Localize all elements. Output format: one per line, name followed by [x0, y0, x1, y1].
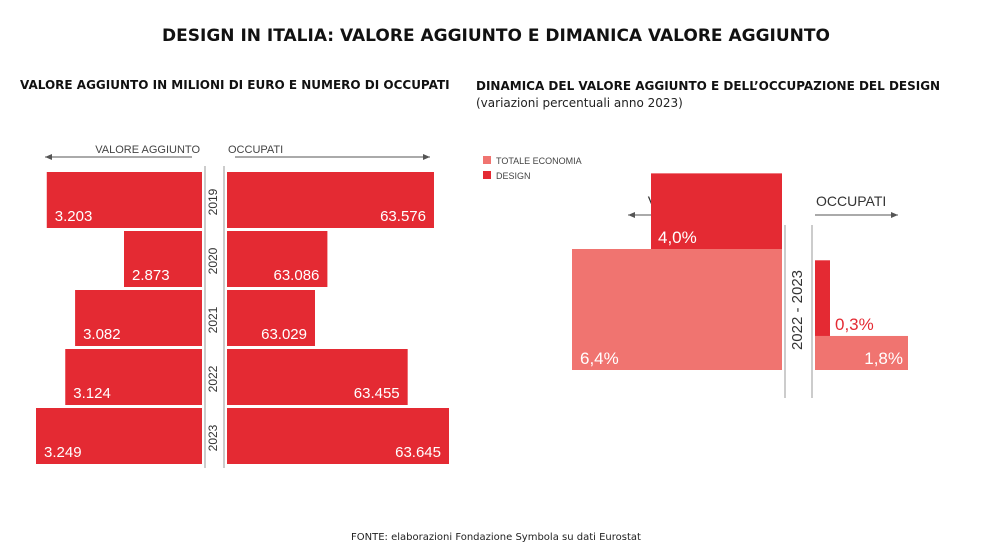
- occupati-bar: [227, 408, 449, 464]
- design-occupati-value: 0,3%: [835, 315, 874, 334]
- left-header-label: VALORE AGGIUNTO: [95, 144, 200, 156]
- year-label: 2019: [206, 188, 220, 215]
- valore-aggiunto-value: 3.124: [73, 385, 111, 402]
- right-arrowhead: [423, 154, 430, 160]
- left-chart: VALORE AGGIUNTO OCCUPATI 3.203 63.576 2019 2.…: [36, 142, 449, 468]
- occupati-value: 63.645: [395, 444, 441, 461]
- occupati-bar: [227, 172, 434, 228]
- design-valore-aggiunto-value: 4,0%: [658, 228, 697, 247]
- occupati-bar: [227, 231, 328, 287]
- year-label: 2021: [206, 306, 220, 333]
- dyn-right-arrowhead: [891, 212, 898, 218]
- occupati-bar: [227, 290, 315, 346]
- left-header-bg: [96, 142, 204, 156]
- occupati-value: 63.576: [380, 208, 426, 225]
- occupati-bar: [227, 349, 408, 405]
- dyn-left-arrowhead: [628, 212, 635, 218]
- left-chart-title: VALORE AGGIUNTO IN MILIONI DI EURO E NUM…: [20, 78, 450, 92]
- legend-label-design: DESIGN: [496, 171, 531, 181]
- valore-aggiunto-value: 3.203: [55, 208, 93, 225]
- valore-aggiunto-bar: [75, 290, 202, 346]
- totale-occupati-value: 1,8%: [864, 349, 903, 368]
- page-title: DESIGN IN ITALIA: VALORE AGGIUNTO E DIMA…: [162, 26, 830, 46]
- right-chart-subtitle: (variazioni percentuali anno 2023): [476, 96, 683, 110]
- valore-aggiunto-bar: [65, 349, 203, 405]
- valore-aggiunto-bar: [46, 172, 202, 228]
- legend-swatch-totale: [483, 156, 491, 164]
- right-header-bg: [225, 142, 285, 156]
- valore-aggiunto-value: 3.249: [44, 444, 82, 461]
- right-header-label: OCCUPATI: [228, 144, 283, 156]
- year-label: 2020: [206, 247, 220, 274]
- left-arrowhead: [45, 154, 52, 160]
- right-chart-title: DINAMICA DEL VALORE AGGIUNTO E DELL’OCCU…: [476, 79, 941, 93]
- legend-label-totale: TOTALE ECONOMIA: [496, 156, 582, 166]
- year-label: 2023: [206, 424, 220, 451]
- occupati-value: 63.455: [354, 385, 400, 402]
- period-label: 2022 - 2023: [789, 270, 806, 350]
- totale-valore-aggiunto-value: 6,4%: [580, 349, 619, 368]
- design-occupati-bar: [815, 260, 830, 336]
- valore-aggiunto-bar: [36, 408, 202, 464]
- source-note: FONTE: elaborazioni Fondazione Symbola s…: [351, 532, 641, 543]
- valore-aggiunto-value: 3.082: [83, 326, 121, 343]
- valore-aggiunto-bar: [124, 231, 202, 287]
- totale-occupati-bar: [815, 335, 908, 370]
- occupati-value: 63.086: [274, 267, 320, 284]
- totale-valore-aggiunto-bar: [572, 249, 782, 370]
- legend-swatch-design: [483, 171, 491, 179]
- right-chart: TOTALE ECONOMIADESIGNVALORE AGGIUNTOOCCU…: [483, 156, 908, 398]
- valore-aggiunto-value: 2.873: [132, 267, 170, 284]
- year-label: 2022: [206, 365, 220, 392]
- design-valore-aggiunto-bar: [651, 173, 782, 249]
- dyn-right-header: OCCUPATI: [816, 193, 886, 209]
- occupati-value: 63.029: [261, 326, 307, 343]
